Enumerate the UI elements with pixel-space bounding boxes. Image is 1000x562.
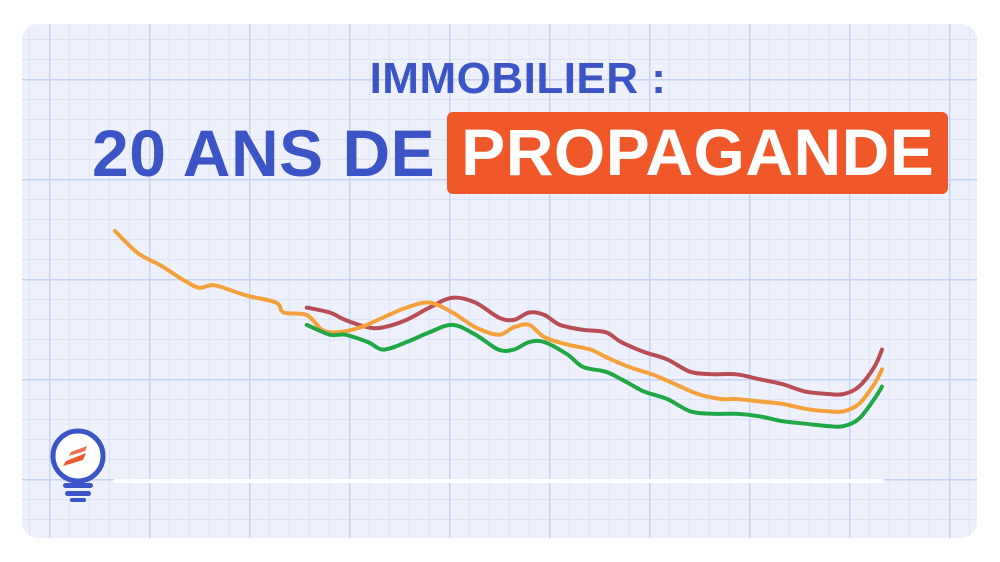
series-line-1 — [113, 229, 884, 414]
title-line2: 20 ANS DE PROPAGANDE — [92, 112, 949, 194]
series-layer — [113, 229, 884, 429]
background-card — [22, 24, 977, 538]
series-line-3 — [304, 322, 884, 429]
title-line1: IMMOBILIER : — [369, 54, 667, 103]
title-prefix: 20 ANS DE — [92, 116, 436, 190]
series-line-2 — [304, 295, 884, 397]
title-highlight: PROPAGANDE — [447, 112, 949, 194]
lightbulb-icon — [50, 428, 106, 502]
